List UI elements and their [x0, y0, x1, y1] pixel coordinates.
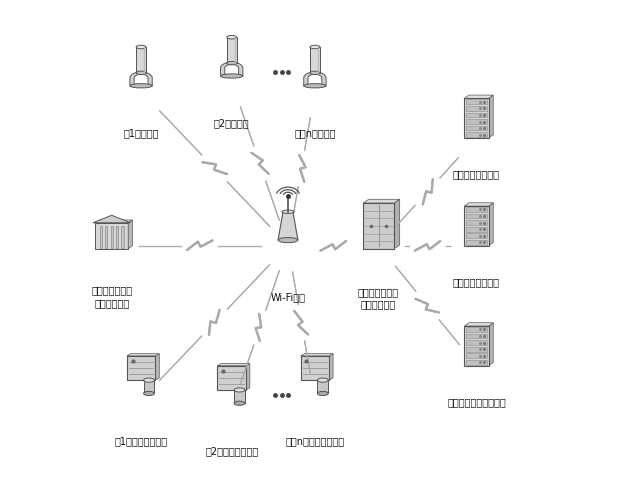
- Bar: [466, 360, 487, 365]
- Ellipse shape: [136, 45, 146, 49]
- Text: Wi-Fi网络: Wi-Fi网络: [270, 292, 306, 302]
- Bar: [310, 47, 320, 73]
- Polygon shape: [363, 199, 400, 203]
- Polygon shape: [130, 72, 153, 86]
- Polygon shape: [278, 212, 298, 240]
- Bar: [100, 226, 102, 247]
- Bar: [126, 356, 156, 380]
- Ellipse shape: [130, 83, 153, 88]
- Ellipse shape: [234, 388, 245, 392]
- Polygon shape: [221, 62, 243, 76]
- Bar: [301, 356, 329, 380]
- Bar: [464, 326, 489, 366]
- Bar: [466, 112, 487, 117]
- Bar: [466, 220, 487, 225]
- Polygon shape: [304, 72, 326, 86]
- Bar: [466, 133, 487, 137]
- Polygon shape: [489, 95, 494, 138]
- Text: 隧1结构模型: 隧1结构模型: [123, 128, 159, 138]
- Ellipse shape: [282, 210, 294, 214]
- Ellipse shape: [227, 61, 237, 65]
- Bar: [218, 366, 246, 390]
- Polygon shape: [246, 363, 250, 390]
- Bar: [466, 119, 487, 124]
- Bar: [466, 233, 487, 238]
- Bar: [464, 206, 489, 246]
- Bar: [110, 226, 113, 247]
- Ellipse shape: [278, 238, 298, 243]
- Polygon shape: [126, 354, 159, 356]
- Polygon shape: [489, 323, 494, 366]
- Bar: [466, 227, 487, 232]
- Ellipse shape: [234, 401, 245, 406]
- Polygon shape: [464, 323, 494, 326]
- Bar: [363, 203, 394, 249]
- Polygon shape: [301, 354, 333, 356]
- Polygon shape: [156, 354, 159, 380]
- Text: 隧道集群寿命预测: 隧道集群寿命预测: [453, 277, 500, 287]
- Ellipse shape: [310, 45, 320, 49]
- Ellipse shape: [136, 71, 146, 75]
- Bar: [144, 380, 154, 393]
- Bar: [466, 106, 487, 110]
- Polygon shape: [128, 220, 133, 248]
- Ellipse shape: [144, 378, 154, 382]
- Text: 隧道集群状态评估: 隧道集群状态评估: [453, 169, 500, 180]
- Bar: [466, 347, 487, 352]
- Text: 集群式隧道安全
实施监控中心: 集群式隧道安全 实施监控中心: [91, 286, 132, 308]
- Polygon shape: [329, 354, 333, 380]
- Text: 隧2结构模型: 隧2结构模型: [214, 118, 249, 128]
- Ellipse shape: [317, 378, 328, 382]
- Ellipse shape: [227, 35, 237, 39]
- Bar: [466, 214, 487, 218]
- Text: 隧道n数据采集子系统: 隧道n数据采集子系统: [285, 436, 345, 446]
- Ellipse shape: [310, 71, 320, 75]
- Bar: [116, 226, 118, 247]
- Bar: [466, 327, 487, 332]
- Bar: [466, 207, 487, 212]
- Bar: [234, 390, 245, 403]
- Text: 集群式隧道安全
监控分析系统: 集群式隧道安全 监控分析系统: [358, 287, 399, 309]
- Bar: [466, 333, 487, 338]
- Text: 隧道n结构模型: 隧道n结构模型: [294, 128, 335, 138]
- Text: 隧道集群维护保养策略: 隧道集群维护保养策略: [447, 397, 506, 407]
- Polygon shape: [489, 203, 494, 246]
- Text: 隧1数据采集子系统: 隧1数据采集子系统: [115, 436, 167, 446]
- Bar: [466, 240, 487, 245]
- Bar: [317, 380, 328, 393]
- Bar: [227, 37, 237, 63]
- Polygon shape: [95, 220, 133, 223]
- Bar: [122, 226, 124, 247]
- Ellipse shape: [221, 74, 243, 78]
- Bar: [466, 99, 487, 104]
- Polygon shape: [218, 363, 250, 366]
- Bar: [466, 354, 487, 358]
- Bar: [105, 226, 107, 247]
- Bar: [466, 126, 487, 131]
- Polygon shape: [394, 199, 400, 249]
- Bar: [136, 47, 146, 73]
- Polygon shape: [464, 95, 494, 98]
- Bar: [466, 340, 487, 345]
- Bar: [464, 98, 489, 138]
- Ellipse shape: [304, 83, 326, 88]
- Polygon shape: [464, 203, 494, 206]
- Bar: [95, 223, 128, 248]
- Polygon shape: [93, 215, 131, 223]
- Ellipse shape: [144, 391, 154, 396]
- Ellipse shape: [317, 391, 328, 396]
- Text: 隧2数据采集子系统: 隧2数据采集子系统: [205, 446, 259, 456]
